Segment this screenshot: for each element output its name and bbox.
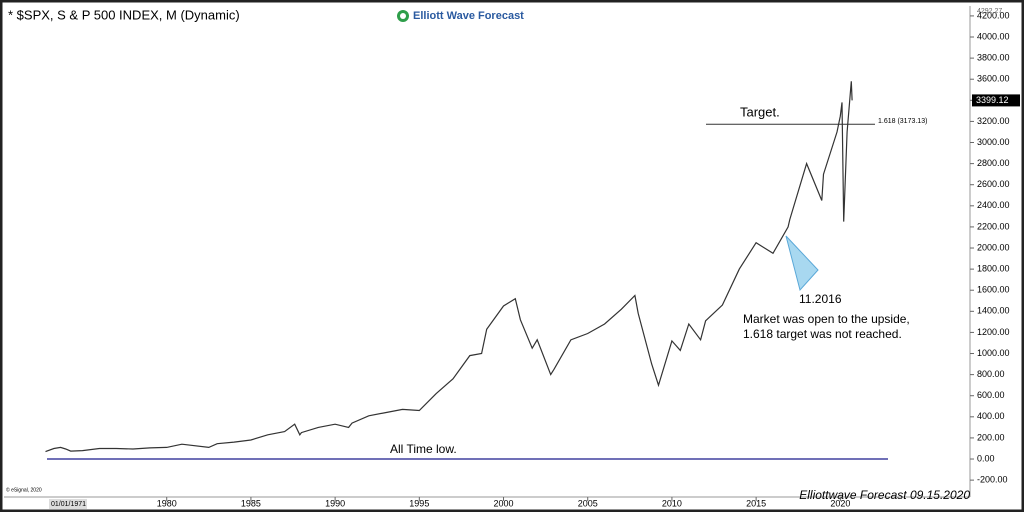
note-date: 11.2016 (799, 292, 842, 306)
y-tick-label: 0.00 (977, 453, 995, 463)
pointer-triangle (785, 235, 819, 292)
y-tick-label: 4000.00 (977, 31, 1010, 41)
x-tick-label: 2020 (830, 498, 850, 508)
y-tick-label: 1800.00 (977, 263, 1010, 273)
y-tick-label: 1600.00 (977, 285, 1010, 295)
note-line: 1.618 target was not reached. (743, 327, 902, 341)
brand: Elliott Wave Forecast (413, 10, 524, 22)
y-tick-label: 1000.00 (977, 348, 1010, 358)
x-tick-label: 1985 (241, 498, 261, 508)
y-tick-label: 2000.00 (977, 242, 1010, 252)
y-tick-label: 2400.00 (977, 200, 1010, 210)
y-tick-label: 600.00 (977, 390, 1005, 400)
y-tick-label: 4200.00 (977, 10, 1010, 20)
y-tick-label: 3600.00 (977, 74, 1010, 84)
x-tick-label: 2005 (578, 498, 598, 508)
y-tick-label: 800.00 (977, 369, 1005, 379)
y-tick-label: -200.00 (977, 474, 1008, 484)
last-price: 3399.12 (976, 95, 1009, 105)
x-tick-label: 1990 (325, 498, 345, 508)
x-tick-label: 1995 (409, 498, 429, 508)
x-tick-label: 2010 (662, 498, 682, 508)
x-tick-label: 2015 (746, 498, 766, 508)
chart-title: * $SPX, S & P 500 INDEX, M (Dynamic) (8, 7, 240, 22)
logo-icon-inner (400, 13, 406, 19)
y-tick-label: 2800.00 (977, 158, 1010, 168)
x-tick-label: 1980 (157, 498, 177, 508)
high-price: 4292.27 (977, 8, 1002, 15)
y-tick-label: 2200.00 (977, 221, 1010, 231)
price-line (45, 81, 853, 453)
note-line: Market was open to the upside, (743, 312, 910, 326)
target-label: Target. (740, 105, 780, 120)
y-tick-label: 400.00 (977, 411, 1005, 421)
y-tick-label: 1200.00 (977, 327, 1010, 337)
start-date: 01/01/1971 (51, 501, 86, 508)
target-value: 1.618 (3173.13) (878, 118, 927, 125)
x-tick-label: 2000 (494, 498, 514, 508)
low-label: All Time low. (390, 442, 457, 456)
y-tick-label: 3800.00 (977, 52, 1010, 62)
copyright: © eSignal, 2020 (6, 486, 42, 493)
y-tick-label: 3200.00 (977, 116, 1010, 126)
start-date-box (49, 499, 87, 509)
last-price-badge (972, 94, 1020, 107)
y-tick-label: 3000.00 (977, 137, 1010, 147)
y-tick-label: 200.00 (977, 432, 1005, 442)
y-tick-label: 2600.00 (977, 179, 1010, 189)
footer: Elliottwave Forecast 09.15.2020 (799, 488, 970, 502)
y-tick-label: 1400.00 (977, 306, 1010, 316)
